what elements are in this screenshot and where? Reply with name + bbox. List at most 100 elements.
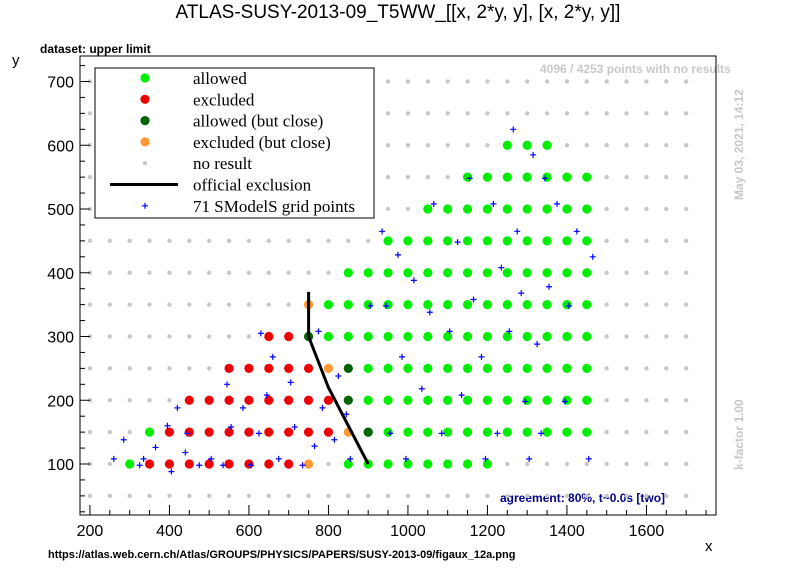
allowed-point: [383, 427, 393, 437]
smodels-grid-point: [255, 430, 262, 437]
no-result-point: [505, 79, 510, 84]
smodels-grid-point: [347, 455, 354, 462]
smodels-grid-point: [526, 455, 533, 462]
no-result-point: [187, 270, 192, 275]
allowed-point: [443, 300, 453, 310]
no-result-point: [147, 302, 152, 307]
allowed-point: [462, 236, 473, 246]
no-result-point: [226, 238, 232, 244]
no-result-point: [683, 429, 689, 435]
no-result-point: [624, 429, 629, 435]
no-result-point: [405, 111, 411, 116]
smodels-grid-point: [498, 264, 505, 271]
no-result-point: [107, 493, 113, 499]
excluded-point: [244, 363, 254, 373]
smodels-grid-point: [585, 455, 592, 462]
smodels-grid-point: [546, 283, 553, 290]
smodels-grid-point: [315, 328, 322, 335]
allowed-point: [403, 268, 413, 278]
no-result-point: [485, 143, 490, 148]
no-result-point: [147, 493, 152, 499]
no-result-point: [266, 493, 272, 499]
no-result-point: [664, 334, 669, 339]
smodels-grid-point: [542, 175, 549, 182]
excluded-point: [264, 427, 274, 437]
allowed-point: [383, 300, 393, 310]
no-result-point: [465, 493, 470, 499]
no-result-point: [664, 270, 669, 275]
no-result-point: [405, 79, 411, 84]
smodels-grid-point: [561, 398, 568, 405]
no-result-point: [664, 429, 669, 435]
allowed-point: [423, 363, 433, 373]
no-result-point: [127, 302, 132, 307]
no-result-point: [206, 302, 212, 307]
smodels-grid-point: [136, 462, 143, 469]
no-result-point: [524, 493, 530, 499]
allowed-point: [462, 268, 473, 278]
no-result-point: [147, 270, 152, 275]
smodels-grid-point: [367, 302, 374, 309]
allowed-point: [423, 427, 433, 437]
no-result-point: [505, 111, 510, 116]
allowed-point: [383, 363, 393, 373]
no-result-point: [346, 238, 351, 244]
no-result-point: [107, 270, 113, 275]
no-result-point: [644, 206, 649, 212]
official-exclusion-path: [307, 291, 370, 465]
no-result-point: [604, 270, 609, 275]
smodels-grid-point: [470, 296, 477, 303]
allowed-point: [502, 395, 512, 405]
no-result-point: [326, 270, 331, 275]
no-result-point: [524, 461, 530, 467]
smodels-grid-point: [311, 443, 318, 450]
allowed-point: [482, 236, 493, 246]
excluded-point: [224, 363, 234, 373]
no-result-point: [445, 493, 450, 499]
x-tick-label: 400: [156, 523, 183, 540]
no-result-point: [127, 398, 132, 403]
legend-marker: [140, 94, 150, 104]
no-result-point: [167, 238, 172, 244]
no-result-point: [107, 398, 113, 403]
allowed-point: [562, 300, 572, 310]
smodels-grid-points: [110, 126, 596, 475]
legend-label: excluded (but close): [193, 133, 331, 152]
smodels-grid-point: [379, 228, 386, 235]
excluded-point: [144, 459, 155, 469]
smodels-grid-point: [395, 251, 401, 258]
no-result-point: [604, 493, 609, 499]
smodels-grid-point: [343, 411, 350, 418]
no-result-point: [624, 493, 629, 499]
no-result-point: [326, 238, 331, 244]
no-result-point: [624, 206, 629, 212]
allowed-point: [482, 363, 493, 373]
allowed-point: [383, 268, 393, 278]
no-result-point: [624, 398, 629, 403]
no-result-point: [87, 302, 93, 307]
no-result-point: [147, 366, 152, 371]
smodels-grid-point: [182, 449, 189, 456]
no-result-point: [624, 302, 629, 307]
allowed-point: [323, 331, 334, 342]
no-result-point: [624, 270, 629, 275]
allowed-point: [443, 268, 453, 278]
no-result-point: [107, 366, 113, 371]
no-result-point: [683, 334, 689, 339]
smodels-grid-point: [426, 309, 433, 316]
no-result-point: [445, 174, 450, 180]
allowed-point: [582, 172, 592, 182]
no-result-point: [187, 366, 192, 371]
allowed-close-point: [343, 363, 353, 373]
no-result-point: [524, 111, 530, 116]
allowed-point: [582, 363, 592, 373]
allowed-point: [343, 300, 353, 310]
excluded-point: [244, 395, 254, 405]
allowed-point: [125, 459, 135, 469]
allowed-point: [443, 395, 453, 405]
no-result-point: [604, 302, 609, 307]
no-result-point: [644, 79, 649, 84]
allowed-point: [522, 172, 532, 182]
allowed-point: [582, 268, 592, 278]
no-result-point: [187, 334, 192, 339]
